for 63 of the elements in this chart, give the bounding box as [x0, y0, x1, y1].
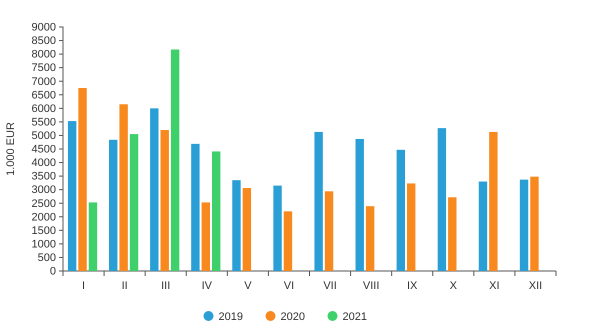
x-tick-label: VI: [284, 280, 294, 292]
bar: [356, 138, 364, 271]
x-tick-label: XI: [489, 280, 500, 292]
y-tick-label: 6500: [32, 89, 56, 102]
y-tick-label: 5500: [32, 116, 56, 128]
y-tick-label: 500: [38, 252, 56, 264]
x-tick-label: VIII: [362, 280, 380, 292]
x-tick-label: VII: [323, 280, 337, 292]
legend-label: 2019: [218, 310, 243, 323]
y-axis-title: 1.000 EUR: [5, 122, 17, 176]
x-tick-label: III: [161, 280, 170, 292]
bar: [407, 183, 416, 271]
x-tick-label: IV: [202, 280, 213, 292]
bar: [242, 188, 252, 271]
bar: [232, 180, 241, 271]
x-tick-label: I: [82, 280, 86, 292]
bar: [119, 104, 128, 271]
bar: [202, 202, 210, 271]
bar: [191, 144, 200, 271]
y-tick-label: 4000: [32, 157, 56, 170]
y-tick-label: 2500: [32, 198, 56, 210]
legend-label: 2020: [280, 310, 305, 323]
bar: [160, 130, 169, 271]
bar: [438, 128, 446, 271]
x-tick-label: XII: [528, 280, 542, 292]
bar: [68, 121, 76, 271]
bar: [150, 108, 159, 271]
x-tick-label: II: [122, 280, 128, 292]
y-tick-label: 8500: [32, 35, 56, 48]
bar: [284, 211, 292, 271]
bar: [324, 191, 334, 271]
x-tick-label: IX: [407, 280, 418, 292]
y-tick-label: 3000: [32, 184, 56, 196]
y-tick-label: 8000: [32, 48, 56, 61]
x-tick-label: X: [450, 280, 458, 292]
y-tick-label: 7500: [32, 62, 56, 74]
bar: [396, 150, 406, 271]
bar: [366, 206, 374, 271]
bar: [109, 140, 118, 271]
bar: [273, 186, 282, 271]
y-tick-label: 5000: [32, 130, 56, 142]
bar: [170, 50, 180, 271]
y-tick-label: 2000: [32, 211, 56, 224]
y-tick-label: 1500: [32, 224, 56, 237]
bar: [520, 180, 528, 271]
bar: [88, 202, 98, 271]
bar: [478, 182, 488, 271]
legend-label: 2021: [342, 310, 367, 323]
bar: [530, 176, 539, 271]
bar: [489, 132, 498, 271]
bar: [78, 88, 87, 271]
y-tick-label: 6000: [32, 102, 56, 115]
y-tick-label: 4500: [32, 144, 56, 156]
y-tick-label: 9000: [32, 22, 56, 34]
y-tick-label: 7000: [32, 76, 56, 88]
bar: [314, 132, 323, 271]
bar: [448, 197, 456, 271]
y-tick-label: 0: [50, 266, 56, 278]
x-tick-label: V: [244, 280, 252, 292]
y-tick-label: 1000: [32, 238, 56, 250]
bar: [212, 151, 220, 271]
y-tick-label: 3500: [32, 170, 56, 183]
bar: [130, 134, 138, 271]
